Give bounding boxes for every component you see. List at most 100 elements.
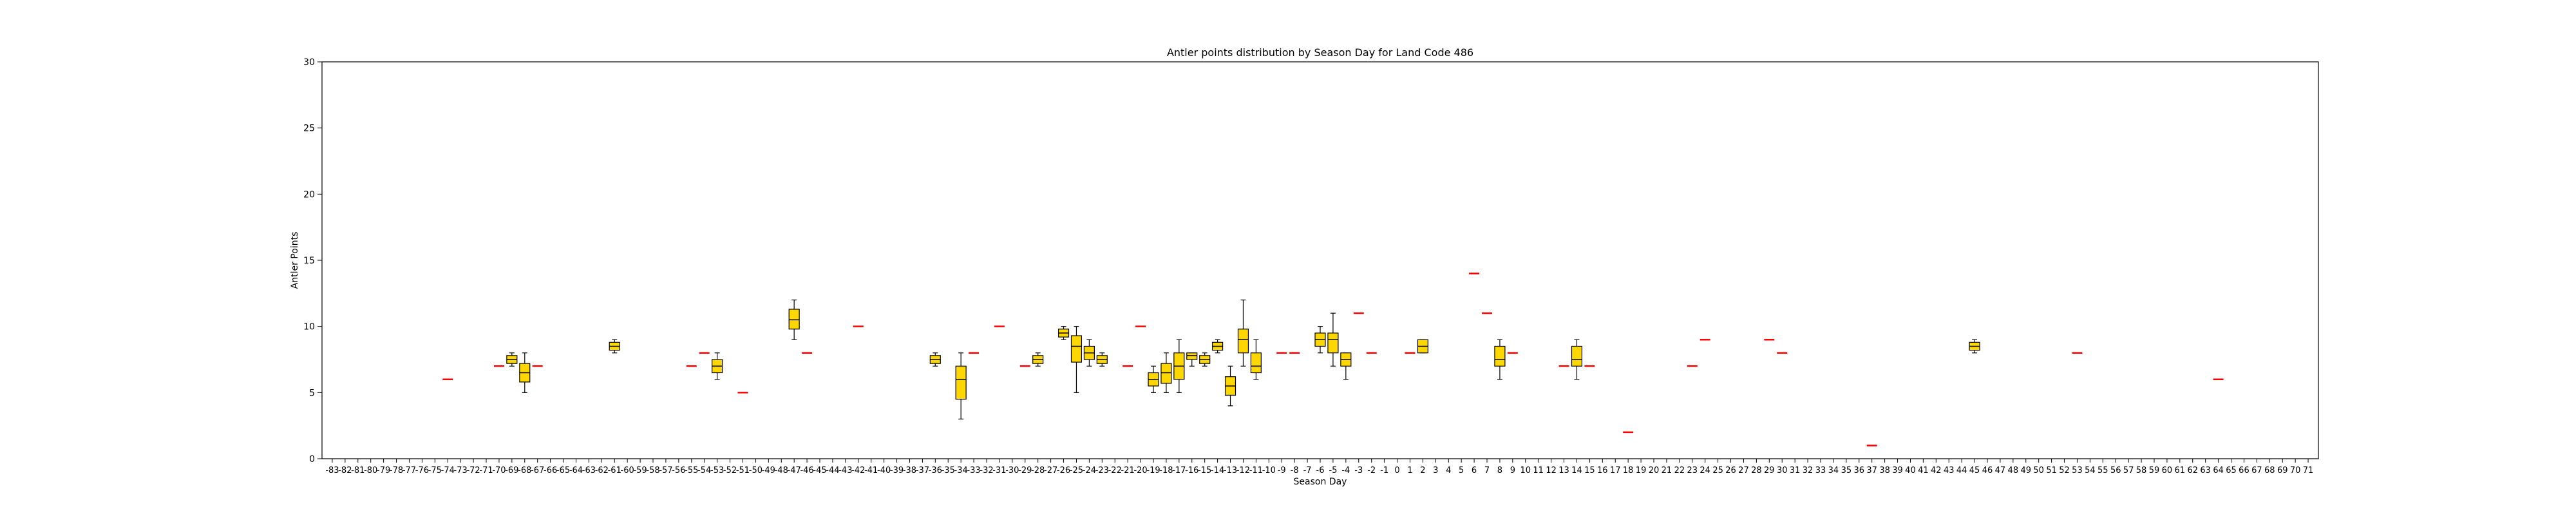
x-tick-label: -69 xyxy=(505,466,518,475)
box-day--13 xyxy=(1224,365,1236,407)
x-tick-label: -65 xyxy=(556,466,570,475)
x-tick-label: -81 xyxy=(351,466,365,475)
x-tick-label: -27 xyxy=(1044,466,1057,475)
box-iqr xyxy=(1494,345,1506,367)
x-tick-label: 50 xyxy=(2033,466,2044,475)
x-tick-label: -37 xyxy=(916,466,929,475)
x-tick-label: -36 xyxy=(929,466,942,475)
x-tick-label: 44 xyxy=(1956,466,1967,475)
box-day--12 xyxy=(1237,300,1249,367)
x-tick-label: 28 xyxy=(1751,466,1762,475)
x-tick-label: 24 xyxy=(1700,466,1710,475)
x-tick-label: 64 xyxy=(2213,466,2224,475)
x-tick-label: -46 xyxy=(800,466,813,475)
box-day-14 xyxy=(1571,339,1583,380)
x-tick-label: 54 xyxy=(2085,466,2096,475)
x-tick-label: 62 xyxy=(2187,466,2198,475)
x-tick-label: 11 xyxy=(1533,466,1544,475)
box-iqr xyxy=(788,309,800,330)
x-tick-label: -22 xyxy=(1108,466,1122,475)
x-axis-label: Season Day xyxy=(1294,477,1347,487)
x-tick-label: 37 xyxy=(1866,466,1877,475)
x-tick-label: -6 xyxy=(1316,466,1325,475)
y-tick-label: 20 xyxy=(303,189,315,200)
x-tick-label: 13 xyxy=(1558,466,1569,475)
x-tick-label: 10 xyxy=(1520,466,1531,475)
x-tick-label: 38 xyxy=(1879,466,1890,475)
x-tick-label: -60 xyxy=(621,466,634,475)
x-tick-label: -31 xyxy=(992,466,1006,475)
x-tick-label: -2 xyxy=(1367,466,1376,475)
x-tick-label: 48 xyxy=(2008,466,2019,475)
x-tick-label: 51 xyxy=(2046,466,2057,475)
x-tick-label: -29 xyxy=(1018,466,1032,475)
box-iqr xyxy=(1237,329,1249,354)
x-tick-label: 36 xyxy=(1853,466,1864,475)
x-tick-label: 56 xyxy=(2110,466,2121,475)
x-tick-label: -55 xyxy=(685,466,698,475)
x-tick-label: -48 xyxy=(775,466,788,475)
x-tick-label: 8 xyxy=(1497,466,1502,475)
x-tick-label: 0 xyxy=(1394,466,1399,475)
x-tick-label: -47 xyxy=(788,466,801,475)
x-tick-label: 7 xyxy=(1484,466,1490,475)
x-tick-label: -14 xyxy=(1211,466,1224,475)
plot-frame xyxy=(321,61,2319,459)
x-tick-label: 15 xyxy=(1584,466,1595,475)
x-tick-label: -59 xyxy=(633,466,647,475)
x-tick-label: 35 xyxy=(1841,466,1852,475)
x-tick-label: 21 xyxy=(1662,466,1672,475)
box-day--36 xyxy=(929,352,941,367)
x-tick-label: -70 xyxy=(492,466,506,475)
x-tick-label: -56 xyxy=(672,466,685,475)
x-tick-label: 60 xyxy=(2162,466,2173,475)
x-tick-label: -32 xyxy=(980,466,993,475)
x-tick-label: -18 xyxy=(1159,466,1173,475)
x-tick-label: -26 xyxy=(1057,466,1070,475)
box-iqr xyxy=(1160,363,1172,384)
x-tick-label: 42 xyxy=(1931,466,1942,475)
chart-title: Antler points distribution by Season Day… xyxy=(1167,46,1473,59)
x-tick-label: 69 xyxy=(2277,466,2288,475)
x-tick-label: 41 xyxy=(1918,466,1929,475)
x-tick-label: -34 xyxy=(954,466,968,475)
x-tick-label: -21 xyxy=(1121,466,1135,475)
x-tick-label: -79 xyxy=(377,466,390,475)
x-tick-label: 57 xyxy=(2123,466,2134,475)
box-day--17 xyxy=(1173,339,1185,393)
x-tick-label: 52 xyxy=(2059,466,2070,475)
box-day--4 xyxy=(1340,352,1352,380)
box-day-8 xyxy=(1494,339,1506,380)
x-tick-label: 71 xyxy=(2303,466,2314,475)
x-tick-label: -11 xyxy=(1249,466,1263,475)
x-tick-label: 12 xyxy=(1546,466,1557,475)
box-day--34 xyxy=(955,352,967,420)
x-tick-label: -39 xyxy=(890,466,904,475)
x-tick-label: -8 xyxy=(1291,466,1299,475)
x-tick-label: -5 xyxy=(1329,466,1337,475)
box-day--19 xyxy=(1148,365,1159,393)
box-iqr xyxy=(1250,352,1262,374)
box-day--24 xyxy=(1083,339,1095,367)
x-tick-label: 5 xyxy=(1459,466,1464,475)
x-tick-label: -38 xyxy=(903,466,916,475)
box-day-2 xyxy=(1417,339,1428,354)
x-tick-label: 31 xyxy=(1790,466,1801,475)
x-tick-label: 9 xyxy=(1510,466,1515,475)
x-tick-label: -63 xyxy=(582,466,596,475)
x-tick-label: -20 xyxy=(1133,466,1147,475)
x-tick-label: 47 xyxy=(1995,466,2006,475)
x-tick-label: -19 xyxy=(1146,466,1160,475)
x-tick-label: -64 xyxy=(569,466,583,475)
x-tick-label: 16 xyxy=(1597,466,1608,475)
x-tick-label: -78 xyxy=(390,466,403,475)
x-tick-label: 19 xyxy=(1636,466,1647,475)
y-tick-label: 0 xyxy=(309,454,315,465)
x-tick-label: -82 xyxy=(338,466,352,475)
x-tick-label: -23 xyxy=(1095,466,1109,475)
x-tick-label: -62 xyxy=(595,466,609,475)
x-tick-label: 40 xyxy=(1905,466,1916,475)
x-tick-label: -3 xyxy=(1354,466,1363,475)
